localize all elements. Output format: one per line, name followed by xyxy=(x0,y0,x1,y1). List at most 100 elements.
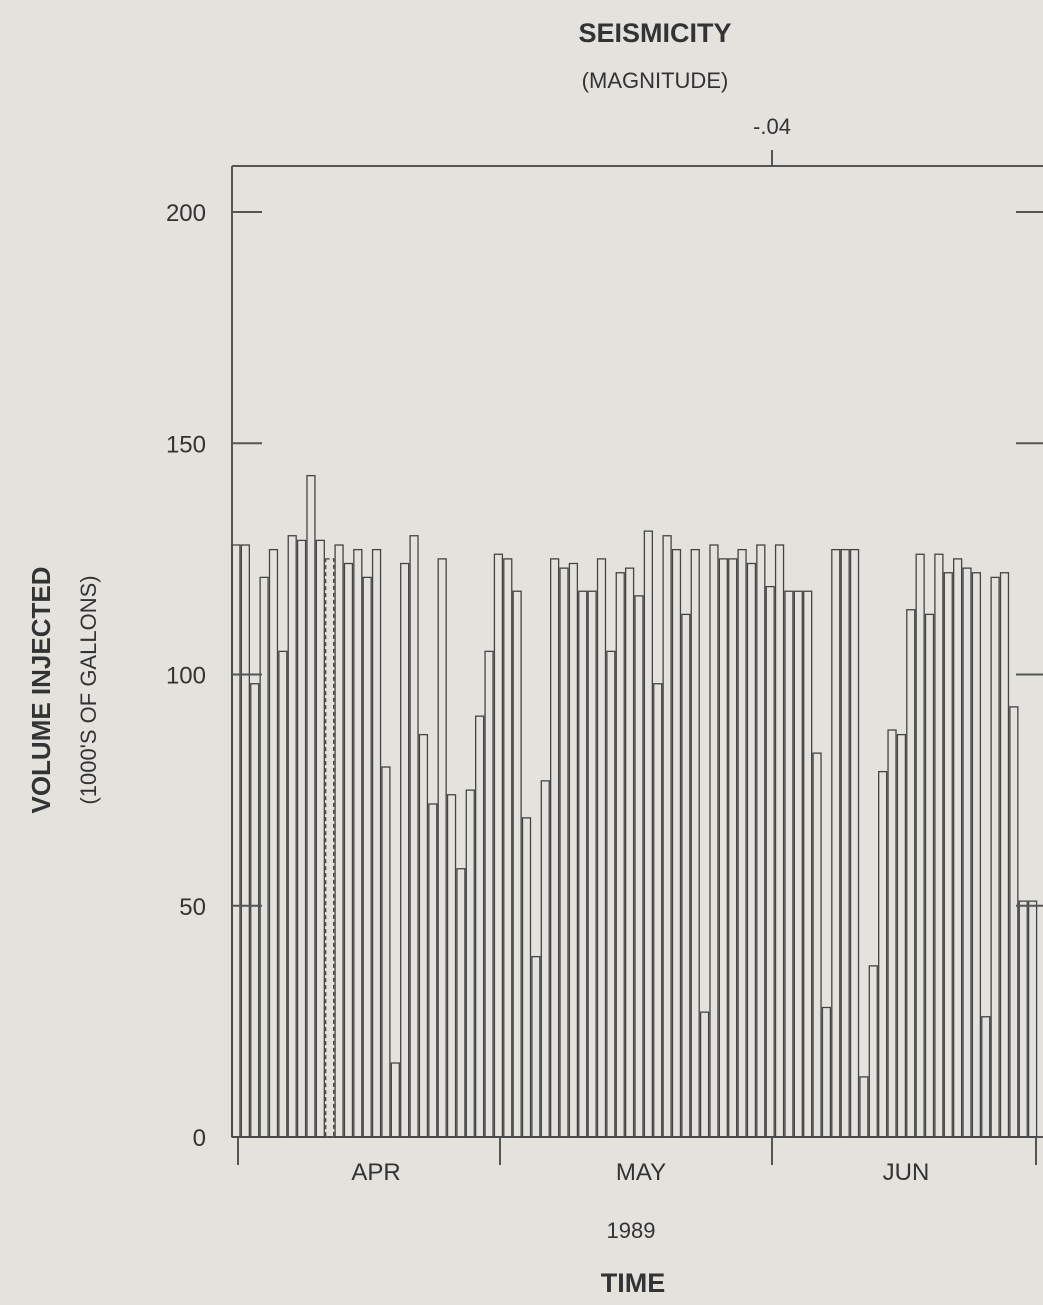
x-axis-ticks: APR MAY JUN xyxy=(237,1137,1037,1186)
bar xyxy=(503,558,513,1138)
bar xyxy=(924,613,935,1138)
bar xyxy=(334,544,344,1138)
bar xyxy=(428,803,438,1138)
x-axis-label: TIME xyxy=(601,1268,666,1298)
bar xyxy=(456,868,466,1138)
bar xyxy=(906,609,916,1138)
bar xyxy=(296,539,307,1138)
bar xyxy=(915,553,925,1138)
bar xyxy=(643,530,653,1138)
bar xyxy=(756,544,766,1138)
bar xyxy=(765,585,775,1138)
bar xyxy=(578,590,588,1138)
y-tick-label: 0 xyxy=(193,1125,206,1152)
bar xyxy=(550,558,560,1138)
bar xyxy=(437,558,447,1138)
bar xyxy=(409,535,419,1138)
chart-title: SEISMICITY xyxy=(578,18,731,48)
bar xyxy=(831,548,841,1138)
chart-subtitle: (MAGNITUDE) xyxy=(582,68,729,93)
bar xyxy=(709,544,719,1138)
bar xyxy=(821,1006,832,1138)
bar xyxy=(287,535,297,1138)
bar xyxy=(990,576,1000,1138)
bar xyxy=(737,548,747,1138)
bar xyxy=(868,965,878,1138)
bar xyxy=(268,548,279,1138)
bar xyxy=(981,1016,991,1138)
bar xyxy=(240,544,250,1138)
bar xyxy=(681,613,691,1138)
bar xyxy=(934,553,944,1138)
bar xyxy=(662,535,672,1138)
bar xyxy=(371,548,382,1138)
bar xyxy=(465,789,475,1138)
bar xyxy=(690,548,700,1138)
bar xyxy=(1009,706,1019,1138)
bars-group xyxy=(231,474,1038,1138)
bar xyxy=(259,576,269,1138)
y-axis-sublabel: (1000'S OF GALLONS) xyxy=(76,575,101,804)
x-month-label: MAY xyxy=(616,1159,666,1186)
bar xyxy=(634,595,644,1138)
x-month-label: APR xyxy=(351,1159,400,1186)
y-tick-label: 50 xyxy=(179,894,206,921)
bar xyxy=(390,1062,400,1138)
bar xyxy=(1027,900,1038,1138)
bar xyxy=(896,733,907,1138)
bar xyxy=(774,544,785,1138)
bar xyxy=(671,548,682,1138)
bar xyxy=(306,474,316,1138)
bar xyxy=(231,544,241,1138)
bar xyxy=(362,576,372,1138)
bar xyxy=(512,590,522,1138)
bar xyxy=(587,590,597,1138)
bar xyxy=(540,780,550,1138)
x-month-label: JUN xyxy=(883,1159,930,1186)
bar xyxy=(531,955,541,1138)
bar xyxy=(353,548,363,1138)
bar xyxy=(325,558,335,1138)
y-axis-label-group: VOLUME INJECTED (1000'S OF GALLONS) xyxy=(26,566,101,813)
bar xyxy=(999,572,1010,1138)
bar xyxy=(484,650,494,1138)
bar xyxy=(446,794,457,1138)
bar xyxy=(746,562,757,1138)
y-tick-label: 200 xyxy=(166,200,206,227)
bar xyxy=(728,558,738,1138)
bar xyxy=(887,729,897,1138)
bar xyxy=(812,752,822,1138)
y-tick-label: 100 xyxy=(166,663,206,690)
bar xyxy=(878,770,888,1138)
bar xyxy=(418,733,429,1138)
y-tick-label: 150 xyxy=(166,431,206,458)
y-axis-ticks: 0 50 100 150 200 xyxy=(166,200,1043,1152)
bar xyxy=(596,558,607,1138)
bar xyxy=(653,683,663,1138)
bar xyxy=(278,650,288,1138)
bar xyxy=(559,567,569,1138)
bar xyxy=(521,817,532,1138)
bar xyxy=(962,567,972,1138)
bar xyxy=(475,715,485,1138)
bar xyxy=(699,1011,710,1138)
bar xyxy=(943,572,953,1138)
bar xyxy=(400,562,410,1138)
bar xyxy=(1018,900,1028,1138)
bar xyxy=(250,683,260,1138)
bar xyxy=(568,562,579,1138)
bar xyxy=(343,562,354,1138)
bar xyxy=(840,548,850,1138)
bar xyxy=(624,567,635,1138)
bar xyxy=(784,590,794,1138)
bar xyxy=(971,572,982,1138)
bar xyxy=(381,766,391,1138)
bar xyxy=(718,558,728,1138)
top-axis-tick-label: -.04 xyxy=(753,114,791,139)
bar xyxy=(953,558,963,1138)
year-label: 1989 xyxy=(607,1218,656,1243)
bar xyxy=(615,572,625,1138)
bar xyxy=(803,590,813,1138)
bar xyxy=(315,539,325,1138)
